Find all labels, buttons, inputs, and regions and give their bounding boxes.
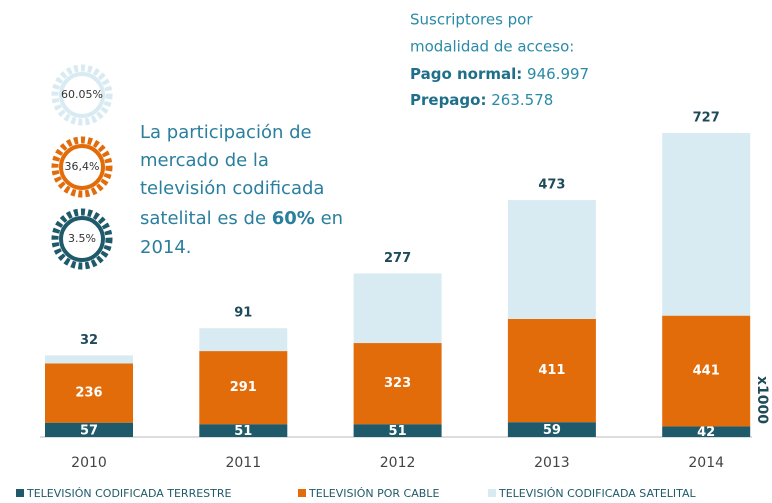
item-value: 946.997 xyxy=(527,65,589,83)
subscribers-title: modalidad de acceso: xyxy=(410,38,574,56)
data-label: 291 xyxy=(230,380,257,395)
data-label: 91 xyxy=(234,306,252,321)
gear-label: 36,4% xyxy=(65,160,100,173)
bar-segment xyxy=(353,343,442,425)
bar-segment xyxy=(199,328,288,352)
bar-segment xyxy=(507,200,596,319)
data-label: 323 xyxy=(384,376,411,391)
bar-segment xyxy=(662,315,751,427)
legend-swatch xyxy=(16,489,24,497)
bar-segment xyxy=(45,422,133,437)
data-label: 51 xyxy=(234,424,252,439)
statement-line: 2014. xyxy=(140,237,192,258)
gear-teeth xyxy=(51,208,113,270)
item-label: Prepago: xyxy=(410,91,486,109)
data-label: 57 xyxy=(80,423,98,438)
gear-ring xyxy=(59,144,105,190)
data-label: 236 xyxy=(75,386,102,401)
subscribers-item: Pago normal: 946.997 xyxy=(410,65,589,83)
legend-swatch xyxy=(298,489,306,497)
bar-segment xyxy=(353,273,442,344)
bar-segment xyxy=(662,133,751,316)
legend-label: TELEVISIÓN CODIFICADA SATELITAL xyxy=(498,487,697,500)
legend-label: TELEVISIÓN CODIFICADA TERRESTRE xyxy=(26,487,232,500)
subscribers: Suscriptores por modalidad de acceso: Pa… xyxy=(410,11,589,109)
data-label: 441 xyxy=(693,364,720,379)
bar-segment xyxy=(662,426,751,437)
data-label: 51 xyxy=(389,424,407,439)
data-label: 42 xyxy=(697,425,715,440)
data-label: 32 xyxy=(80,333,98,348)
x-tick-label: 2010 xyxy=(71,455,107,471)
statement: La participación de mercado de la televi… xyxy=(140,122,343,258)
subscribers-title: Suscriptores por xyxy=(410,11,533,29)
bar-segment xyxy=(45,355,133,364)
statement-line: La participación de xyxy=(140,122,312,143)
statement-part: satelital es de xyxy=(140,208,272,229)
data-label: 277 xyxy=(384,251,411,266)
data-label: 411 xyxy=(538,363,565,378)
statement-line: satelital es de 60% en xyxy=(140,208,343,229)
x-tick-label: 2014 xyxy=(688,455,724,471)
x-tick-label: 2013 xyxy=(534,455,570,471)
item-value: 263.578 xyxy=(491,91,553,109)
statement-line: televisión codificada xyxy=(140,178,324,199)
statement-line: mercado de la xyxy=(140,150,269,171)
legend-label: TELEVISIÓN POR CABLE xyxy=(308,487,439,500)
legend-swatch xyxy=(488,489,496,497)
statement-part: en xyxy=(315,208,343,229)
bar-segment xyxy=(199,424,288,437)
gear-teeth xyxy=(51,64,113,126)
x-tick-label: 2011 xyxy=(225,455,261,471)
bar-segment xyxy=(45,363,133,423)
subscribers-item: Prepago: 263.578 xyxy=(410,91,553,109)
data-label: 59 xyxy=(543,423,561,438)
gear-label: 60.05% xyxy=(61,88,103,101)
bar-segment xyxy=(353,424,442,437)
gear-teeth xyxy=(51,136,113,198)
gear-ring xyxy=(59,72,105,118)
bar-segment xyxy=(199,351,288,425)
item-label: Pago normal: xyxy=(410,65,522,83)
bar-segment xyxy=(507,318,596,423)
data-label: 473 xyxy=(538,178,565,193)
bar-segment xyxy=(507,422,596,437)
statement-highlight: 60% xyxy=(272,208,315,229)
x-tick-label: 2012 xyxy=(380,455,416,471)
data-label: 727 xyxy=(693,111,720,126)
gear-label: 3.5% xyxy=(68,232,96,245)
unit-label: x1000 xyxy=(754,376,770,424)
gear-ring xyxy=(59,216,105,262)
